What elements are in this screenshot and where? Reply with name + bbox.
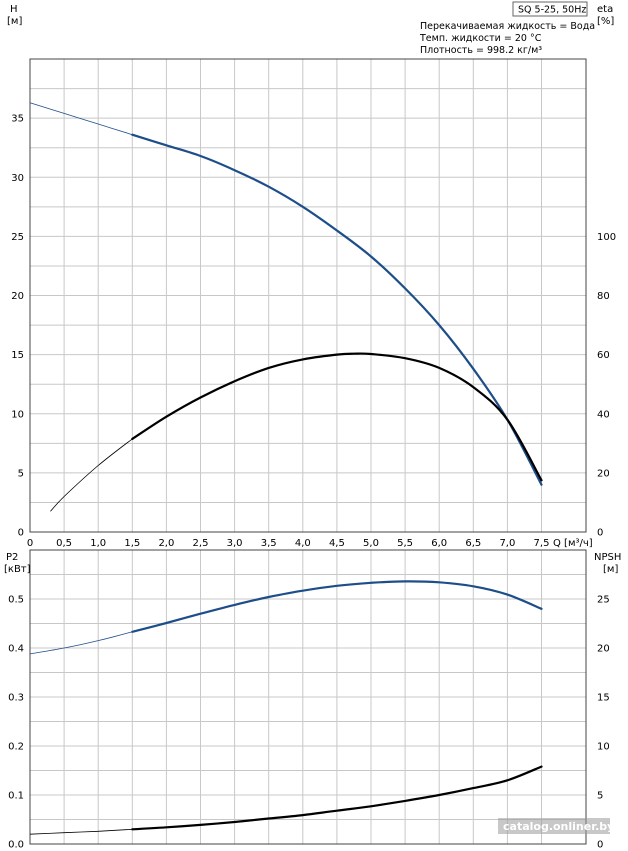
left-tick-label: 0.5 [8, 595, 24, 606]
right-tick-label: 0 [597, 840, 603, 851]
left-tick-label: 20 [11, 291, 24, 302]
x-tick-label: 7,0 [499, 538, 515, 549]
x-tick-label: 0 [27, 538, 33, 549]
power-axis-unit: [кВт] [4, 564, 31, 575]
head-axis-unit: [м] [7, 16, 22, 27]
flow-axis-title: Q [м³/ч] [553, 538, 593, 549]
right-tick-label: 20 [597, 644, 610, 655]
x-tick-label: 0,5 [56, 538, 72, 549]
x-tick-label: 7,5 [534, 538, 550, 549]
x-tick-label: 4,5 [329, 538, 345, 549]
top-plot-frame [29, 58, 587, 533]
info-temperature: Темп. жидкости = 20 °C [419, 33, 542, 44]
x-tick-label: 4,0 [295, 538, 311, 549]
left-tick-label: 5 [18, 468, 24, 479]
model-label-box [512, 1, 588, 17]
npsh-axis-unit: [м] [603, 564, 618, 575]
info-density: Плотность = 998.2 кг/м³ [420, 45, 542, 56]
series-1-1-curve [131, 765, 543, 831]
series-0-0-curve [131, 133, 543, 486]
watermark-background [498, 818, 610, 834]
top-left-tick-labels: 0 5 10 15 20 25 30 35 [11, 114, 24, 539]
top-curves [29, 102, 543, 512]
series-0-0-thin-segment [29, 102, 133, 136]
head-axis-title: H [10, 4, 18, 15]
bottom-curves [29, 580, 543, 835]
left-tick-label: 35 [11, 114, 24, 125]
x-tick-label: 6,5 [465, 538, 481, 549]
eta-axis-unit: [%] [597, 16, 614, 27]
x-tick-label: 6,0 [431, 538, 447, 549]
right-tick-label: 25 [597, 595, 610, 606]
x-tick-labels: 0 0,5 1,0 1,5 2,0 2,5 3,0 3,5 4,0 4,5 5,0 5,5 6,0 6,5… [27, 538, 550, 549]
x-tick-label: 3,5 [261, 538, 277, 549]
series-1-1-thin-segment [29, 828, 133, 835]
x-tick-label: 5,5 [397, 538, 413, 549]
left-tick-label: 0.2 [8, 742, 24, 753]
head-efficiency-panel: 0 5 10 15 20 25 30 35 0 20 40 60 80 100 0 0,5 1,0 1,5 2,… [7, 1, 616, 549]
x-tick-label: 3,0 [227, 538, 243, 549]
x-tick-label: 5,0 [363, 538, 379, 549]
bottom-grid [30, 550, 586, 844]
right-tick-label: 20 [597, 468, 610, 479]
watermark: catalog.onliner.by [503, 820, 614, 833]
top-grid [30, 59, 586, 532]
right-tick-label: 15 [597, 693, 610, 704]
npsh-axis-title: NPSH [594, 552, 621, 563]
top-right-tick-labels: 0 20 40 60 80 100 [597, 232, 616, 539]
bottom-plot-frame [29, 549, 587, 845]
right-tick-label: 0 [597, 528, 603, 539]
right-tick-label: 100 [597, 232, 616, 243]
model-label: SQ 5-25, 50Hz [518, 5, 586, 16]
bottom-right-tick-labels: 0 5 10 15 20 25 [597, 595, 610, 851]
left-tick-label: 0.0 [8, 840, 24, 851]
bottom-left-tick-labels: 0.0 0.1 0.2 0.3 0.4 0.5 [8, 595, 24, 851]
power-axis-title: P2 [6, 552, 18, 563]
left-tick-label: 0.1 [8, 791, 24, 802]
series-0-1-thin-segment [50, 438, 133, 512]
series-1-0-curve [131, 580, 543, 633]
left-tick-label: 15 [11, 350, 24, 361]
left-tick-label: 10 [11, 409, 24, 420]
x-tick-label: 1,5 [124, 538, 140, 549]
right-tick-label: 5 [597, 791, 603, 802]
left-tick-label: 0.4 [8, 644, 24, 655]
right-tick-label: 10 [597, 742, 610, 753]
right-tick-label: 40 [597, 409, 610, 420]
x-tick-label: 2,5 [193, 538, 209, 549]
right-tick-label: 60 [597, 350, 610, 361]
right-tick-label: 80 [597, 291, 610, 302]
power-npsh-panel: 0.0 0.1 0.2 0.3 0.4 0.5 0 5 10 15 20 25 P2 [кВт] N… [4, 549, 621, 851]
x-tick-label: 2,0 [158, 538, 174, 549]
series-0-1-curve [131, 352, 543, 482]
x-tick-label: 1,0 [90, 538, 106, 549]
info-liquid: Перекачиваемая жидкость = Вода [420, 21, 595, 32]
series-1-0-thin-segment [29, 631, 133, 655]
eta-axis-title: eta [597, 4, 613, 15]
left-tick-label: 30 [11, 173, 24, 184]
left-tick-label: 25 [11, 232, 24, 243]
left-tick-label: 0.3 [8, 693, 24, 704]
left-tick-label: 0 [18, 528, 24, 539]
